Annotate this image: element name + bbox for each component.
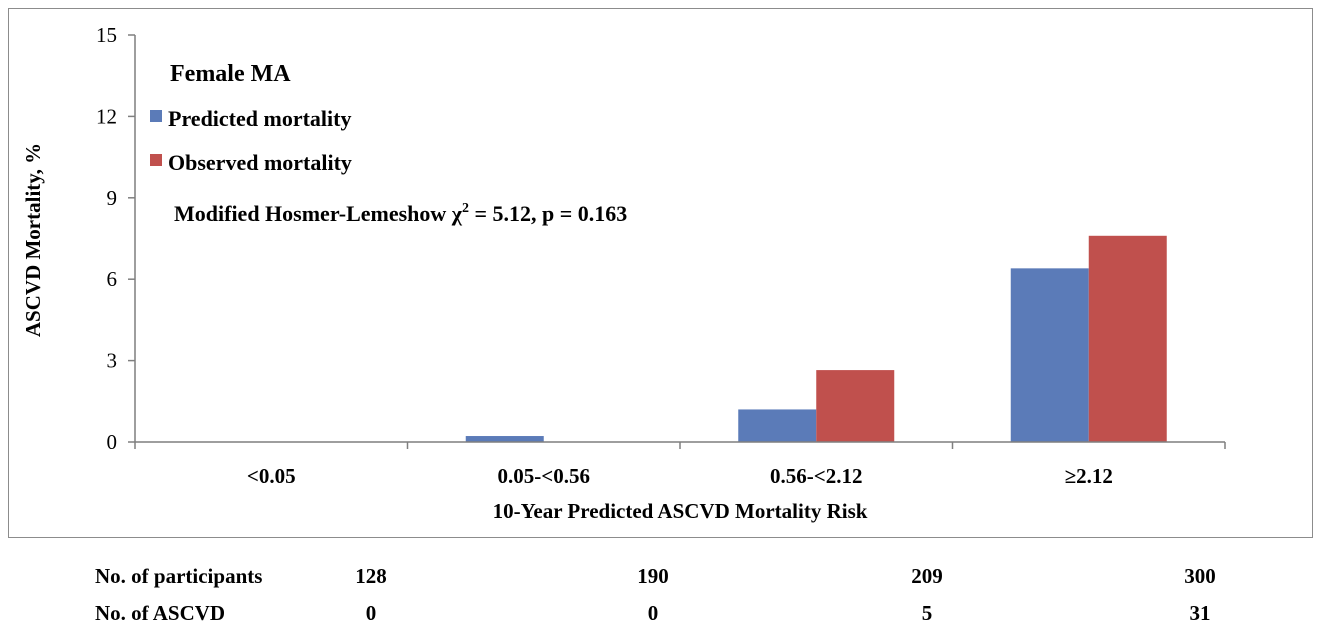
table-cell: 0 — [647, 601, 659, 625]
bar-observed — [1088, 235, 1167, 442]
y-tick-label: 6 — [107, 267, 118, 291]
table-cell: 0 — [365, 601, 377, 625]
hl-test-superscript: 2 — [462, 201, 469, 216]
bar-predicted — [465, 436, 544, 442]
y-tick-label: 12 — [96, 104, 117, 128]
table-cell: 300 — [1184, 564, 1216, 588]
x-axis: <0.05 0.05-<0.56 0.56-<2.12 ≥2.12 — [134, 442, 1226, 488]
legend-label-predicted: Predicted mortality — [168, 106, 351, 131]
legend-swatch-observed — [150, 154, 162, 166]
table-cell: 5 — [921, 601, 933, 625]
y-tick-label: 0 — [107, 430, 118, 454]
y-axis-title: ASCVD Mortality, % — [21, 143, 45, 337]
group-label: Female MA — [170, 61, 291, 87]
y-tick-label: 15 — [96, 23, 117, 47]
bar-observed — [816, 370, 895, 442]
y-tick-label: 3 — [107, 349, 118, 373]
y-tick-label: 9 — [107, 186, 118, 210]
y-axis: 0 3 6 9 12 15 — [96, 23, 135, 454]
bar-predicted — [738, 409, 817, 442]
legend-label-observed: Observed mortality — [168, 150, 352, 175]
hl-test-suffix: = 5.12, p = 0.163 — [469, 201, 627, 226]
table-row-label: No. of ASCVD — [95, 601, 226, 625]
x-tick-label: ≥2.12 — [1065, 464, 1113, 488]
legend-swatch-predicted — [150, 110, 162, 122]
table-cell: 128 — [355, 564, 387, 588]
legend: Predicted mortality Observed mortality — [150, 106, 352, 175]
bars-group — [465, 235, 1167, 442]
x-tick-label: 0.05-<0.56 — [498, 464, 590, 488]
table-cell: 209 — [911, 564, 943, 588]
hosmer-lemeshow-annotation: Modified Hosmer-Lemeshow χ2 = 5.12, p = … — [174, 201, 627, 226]
table-cell: 190 — [637, 564, 669, 588]
x-tick-label: <0.05 — [247, 464, 296, 488]
table-cell: 31 — [1189, 601, 1211, 625]
bar-predicted — [1010, 268, 1089, 442]
table-row-label: No. of participants — [95, 564, 263, 588]
hl-test-prefix: Modified Hosmer-Lemeshow χ — [174, 201, 463, 226]
x-axis-title: 10-Year Predicted ASCVD Mortality Risk — [493, 499, 868, 523]
x-tick-label: 0.56-<2.12 — [770, 464, 862, 488]
